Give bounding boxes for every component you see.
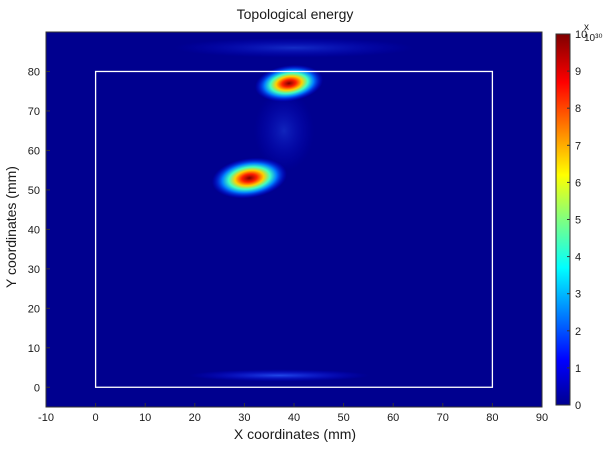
x-tick-label: -10 [38,412,54,424]
colorbar-tick-label: 7 [575,140,581,152]
x-axis-label: X coordinates (mm) [233,426,357,442]
x-tick-label: 80 [486,412,498,424]
colorbar-tick-label: 3 [575,289,581,301]
x-tick-label: 40 [288,412,300,424]
y-tick-label: 40 [28,224,40,236]
y-tick-label: 20 [28,303,40,315]
colorbar-tick-label: 9 [575,66,581,78]
x-tick-label: 30 [238,412,250,424]
y-tick-label: 10 [28,343,40,355]
hotspot-1 [211,157,287,199]
specimen-outline [94,70,494,388]
y-tick-label: 50 [28,185,40,197]
colorbar-tick-label: 0 [575,400,581,412]
x-tick-label: 90 [536,412,548,424]
shadow-glow [254,90,315,171]
colorbar-tick-label: 4 [575,252,581,264]
colorbar-tick-label: 5 [575,215,581,227]
plot-area [46,32,542,407]
y-tick-label: 70 [28,106,40,118]
colorbar-tick-label: 6 [575,177,581,189]
x-tick-label: 10 [139,412,151,424]
x-tick-label: 50 [337,412,349,424]
colorbar-exponent: x 10³⁰ [584,22,603,44]
y-tick-label: 60 [28,145,40,157]
x-tick-label: 60 [387,412,399,424]
hotspot-2 [254,64,324,102]
colorbar-tick-label: 10 [575,29,587,41]
colorbar-tick-label: 1 [575,363,581,375]
x-tick-label: 20 [189,412,201,424]
axes: -10 0 10 20 30 40 50 60 70 80 90 0 10 20 30 40 50 60 70 80 [28,31,548,424]
y-tick-label: 0 [34,382,40,394]
x-tick-label: 70 [437,412,449,424]
colorbar: 0 1 2 3 4 5 6 7 8 9 10 [555,29,587,412]
y-tick-label: 80 [28,66,40,78]
bottom-reflection-glow [189,369,370,382]
chart-title: Topological energy [236,6,354,22]
colorbar-tick-label: 2 [575,326,581,338]
top-surface-glow [174,37,414,58]
colorbar-tick-label: 8 [575,103,581,115]
x-tick-label: 0 [93,412,99,424]
y-tick-label: 30 [28,264,40,276]
